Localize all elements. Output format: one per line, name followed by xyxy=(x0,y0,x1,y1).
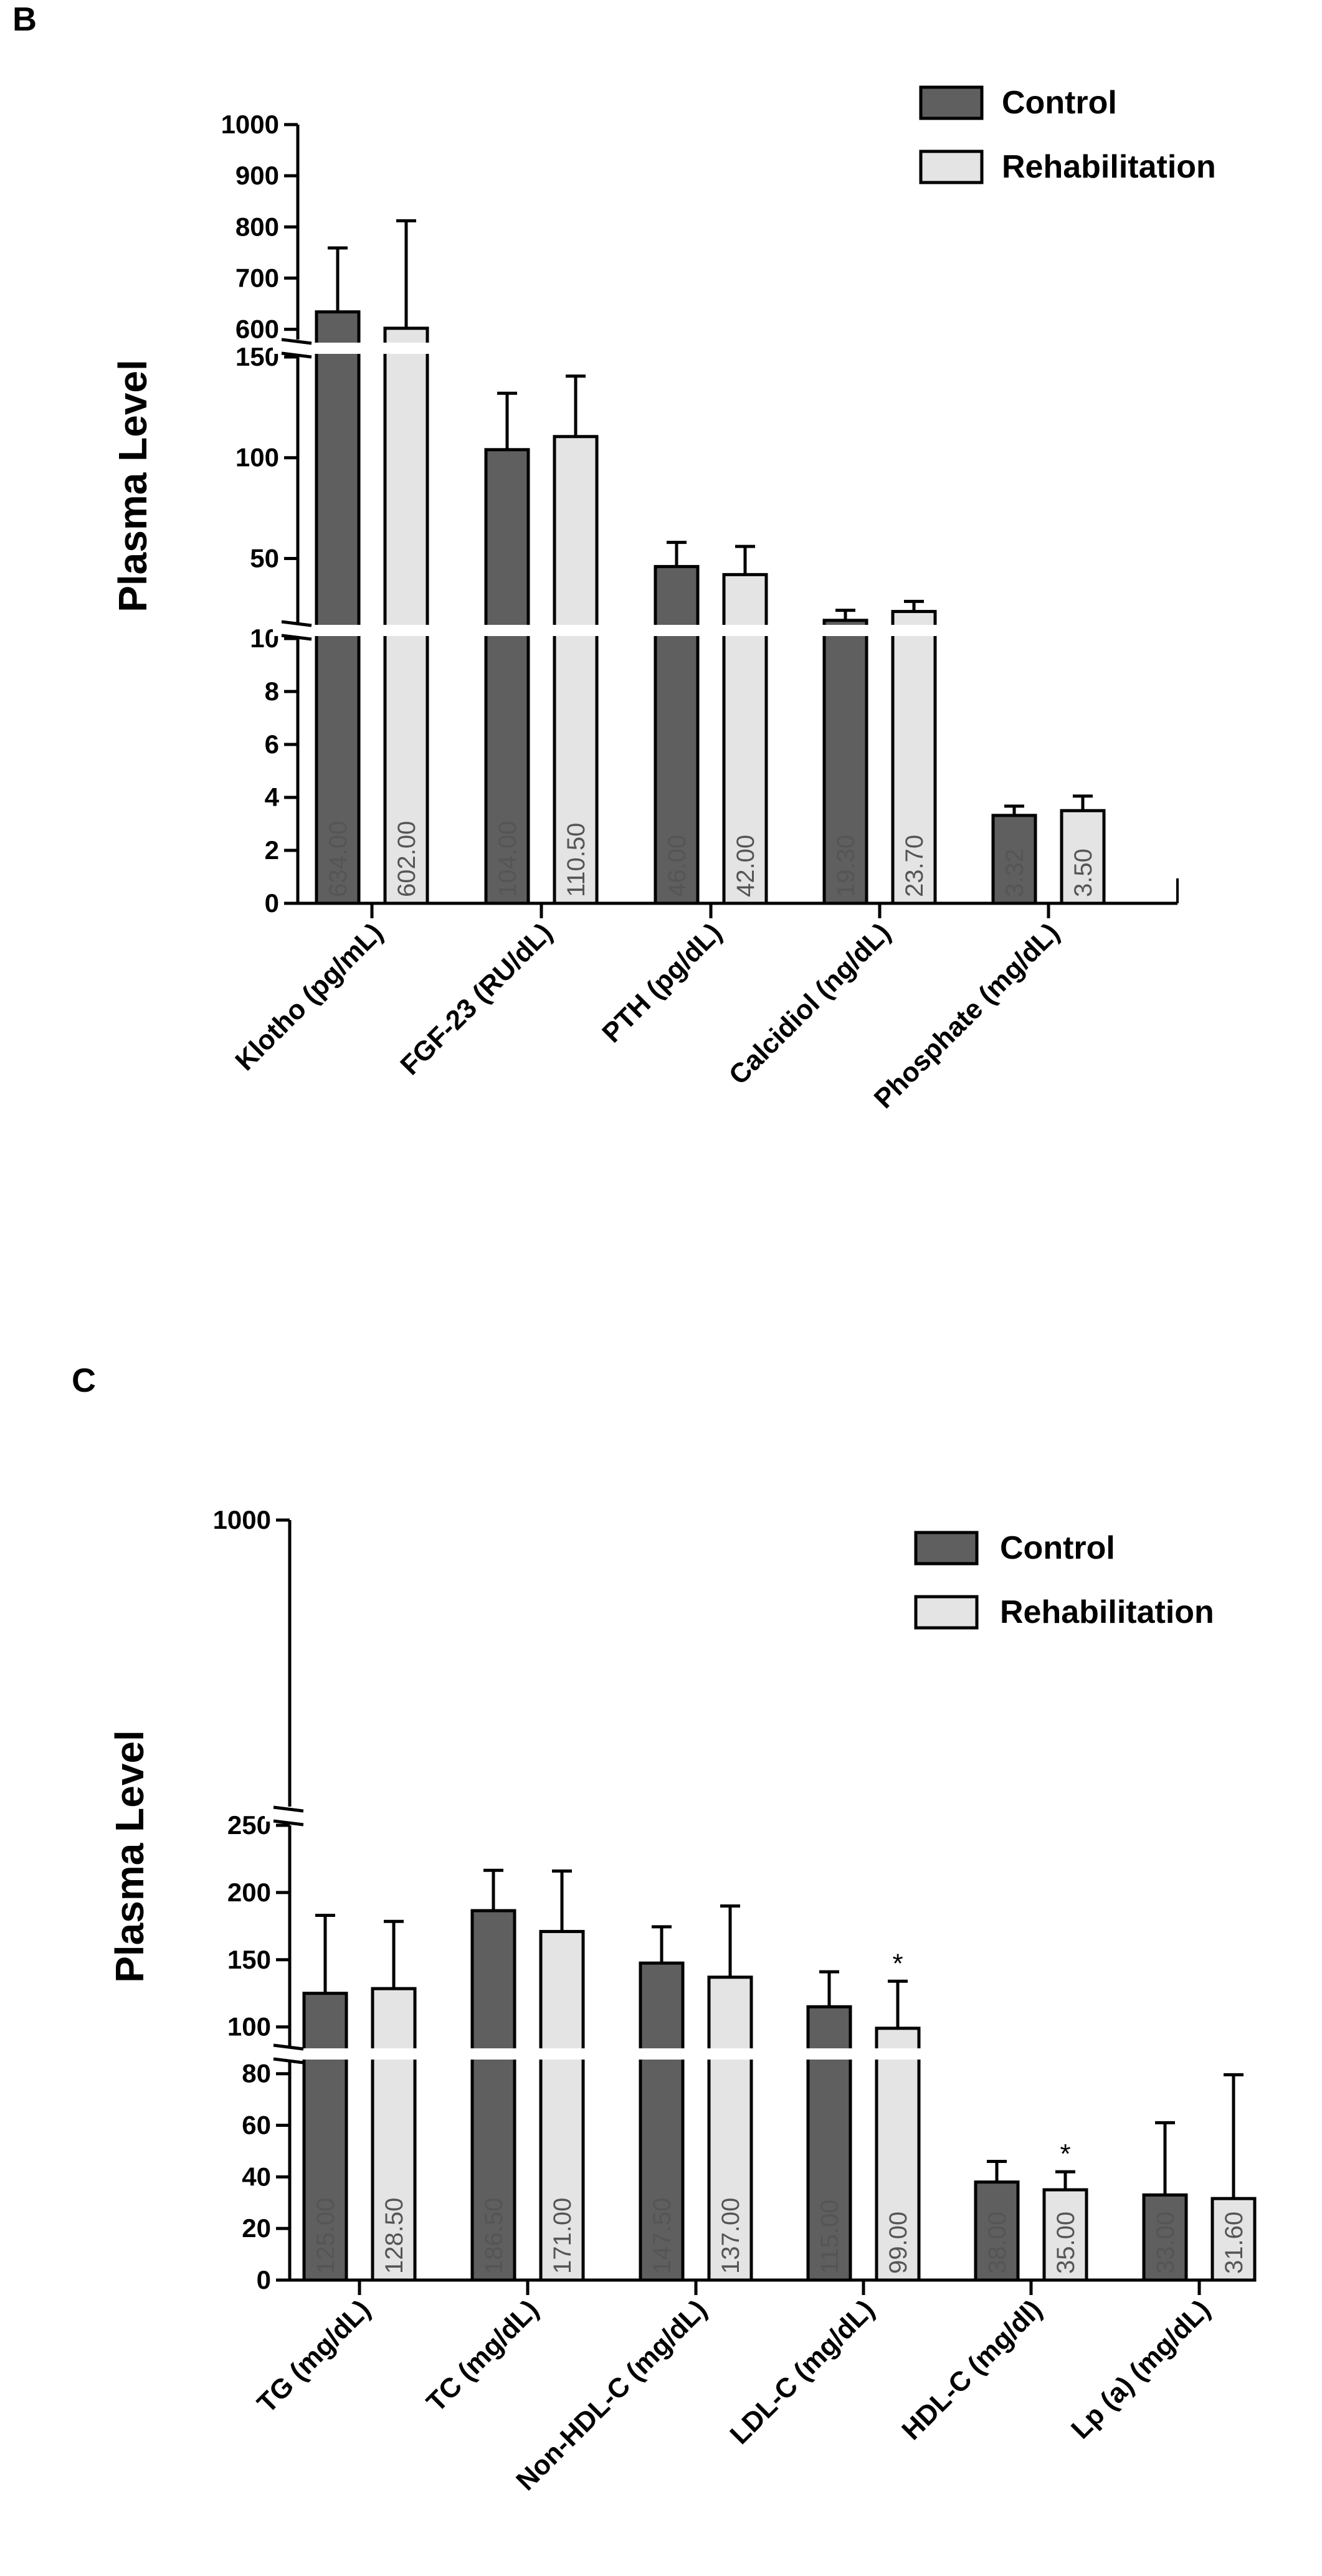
axis-break-mark xyxy=(281,338,312,345)
legend-swatch-control xyxy=(919,85,984,120)
y-tick-label: 800 xyxy=(235,212,279,241)
bar-rehabilitation xyxy=(707,1975,753,2282)
y-tick-label: 2 xyxy=(265,835,279,865)
x-category-label: Non-HDL-C (mg/dL) xyxy=(510,2294,713,2496)
axis-break-mark xyxy=(281,620,312,627)
bar-control xyxy=(654,564,700,905)
data-label: 19.30 xyxy=(832,835,860,897)
y-tick-label: 4 xyxy=(265,782,280,812)
x-category-label: LDL-C (mg/dL) xyxy=(724,2294,880,2450)
y-tick-label: 20 xyxy=(242,2213,271,2243)
x-category-label: FGF-23 (RU/dL) xyxy=(394,917,558,1081)
y-tick-label: 0 xyxy=(257,2265,271,2294)
axis-break-band xyxy=(265,1810,1252,1822)
legend-label-control: Control xyxy=(1002,85,1117,121)
data-label: 186.50 xyxy=(480,2198,508,2274)
legend-swatch-control xyxy=(914,1531,979,1566)
y-tick-label: 50 xyxy=(250,543,279,573)
legend-swatch-rehabilitation xyxy=(914,1595,979,1630)
data-label: 31.60 xyxy=(1220,2212,1248,2274)
axis-break-band xyxy=(273,343,1177,354)
y-tick-label: 100 xyxy=(235,443,279,472)
data-label: 634.00 xyxy=(325,821,352,897)
y-tick-label: 100 xyxy=(227,2012,271,2041)
x-category-label: TG (mg/dL) xyxy=(252,2294,377,2419)
bar-rehabilitation xyxy=(1060,809,1106,905)
y-tick-label: 250 xyxy=(227,1810,271,1840)
data-label: 46.00 xyxy=(663,835,691,897)
axis-break-mark xyxy=(273,1805,304,1813)
bar-rehabilitation xyxy=(371,1987,417,2282)
y-tick-label: 40 xyxy=(242,2162,271,2191)
panel-c-label: C xyxy=(72,1362,96,1399)
x-category-label: PTH (pg/dL) xyxy=(596,917,728,1048)
axis-break-band xyxy=(273,625,1177,636)
bar-control xyxy=(991,814,1037,905)
data-label: 128.50 xyxy=(381,2198,408,2274)
significance-marker: * xyxy=(892,1948,903,1979)
axis-break-mark xyxy=(281,634,312,641)
bar-rehabilitation xyxy=(891,610,937,905)
data-label: 42.00 xyxy=(732,835,759,897)
legend-swatch-rehabilitation xyxy=(919,150,984,184)
y-tick-label: 150 xyxy=(235,342,279,371)
data-label: 115.00 xyxy=(816,2200,844,2274)
y-tick-label: 900 xyxy=(235,161,279,190)
legend-label-rehabilitation: Rehabilitation xyxy=(1002,149,1216,185)
axis-break-mark xyxy=(273,2057,304,2065)
bar-control xyxy=(315,310,361,905)
y-tick-label: 80 xyxy=(242,2059,271,2088)
x-category-label: HDL-C (mg/dl) xyxy=(896,2294,1048,2446)
y-tick-label: 600 xyxy=(235,315,279,344)
y-tick-label: 200 xyxy=(227,1878,271,1907)
axis-break-mark xyxy=(273,1819,304,1827)
data-label: 110.50 xyxy=(563,823,590,897)
data-label: 171.00 xyxy=(549,2198,576,2274)
bar-rehabilitation xyxy=(1042,2188,1088,2282)
data-label: 33.00 xyxy=(1152,2212,1179,2274)
axis-break-band xyxy=(265,2048,1252,2060)
y-axis-title: Plasma Level xyxy=(107,1730,152,1983)
data-label: 137.00 xyxy=(717,2198,744,2274)
x-category-label: Phosphate (mg/dL) xyxy=(868,917,1065,1114)
data-label: 602.00 xyxy=(393,821,421,897)
x-category-label: Calcidiol (ng/dL) xyxy=(723,917,896,1090)
significance-marker: * xyxy=(1060,2139,1070,2169)
axis-break-mark xyxy=(273,2043,304,2051)
panel-b-label: B xyxy=(12,1,37,38)
data-label: 99.00 xyxy=(885,2212,912,2274)
axis-break-mark xyxy=(281,351,312,359)
legend-label-control: Control xyxy=(1000,1530,1115,1566)
y-tick-label: 700 xyxy=(235,263,279,292)
y-tick-label: 1000 xyxy=(221,110,279,139)
y-tick-label: 60 xyxy=(242,2111,271,2140)
bar-rehabilitation xyxy=(1210,2197,1257,2282)
y-tick-label: 8 xyxy=(265,677,279,706)
y-tick-label: 150 xyxy=(227,1945,271,1974)
legend-label-rehabilitation: Rehabilitation xyxy=(1000,1594,1214,1630)
data-label: 35.00 xyxy=(1052,2212,1080,2274)
data-label: 38.00 xyxy=(984,2212,1011,2274)
x-category-label: Klotho (pg/mL) xyxy=(229,917,389,1077)
y-tick-label: 6 xyxy=(265,730,279,759)
data-label: 125.00 xyxy=(312,2198,340,2274)
data-label: 3.50 xyxy=(1070,848,1097,897)
bar-rehabilitation xyxy=(383,326,429,905)
data-label: 147.50 xyxy=(649,2198,676,2274)
y-tick-label: 0 xyxy=(265,888,279,918)
x-category-label: TC (mg/dL) xyxy=(421,2294,544,2418)
data-label: 104.00 xyxy=(494,821,521,897)
x-category-label: Lp (a) (mg/dL) xyxy=(1065,2294,1216,2445)
bar-control xyxy=(484,448,530,905)
data-label: 23.70 xyxy=(901,835,928,897)
y-axis-title: Plasma Level xyxy=(110,359,155,612)
data-label: 3.32 xyxy=(1001,848,1029,897)
y-tick-label: 1000 xyxy=(213,1505,271,1534)
panel-c-chart: 0 20 40 60 80 100 150 200 250 1000 125.00 186.50 147… xyxy=(107,1505,1257,2496)
